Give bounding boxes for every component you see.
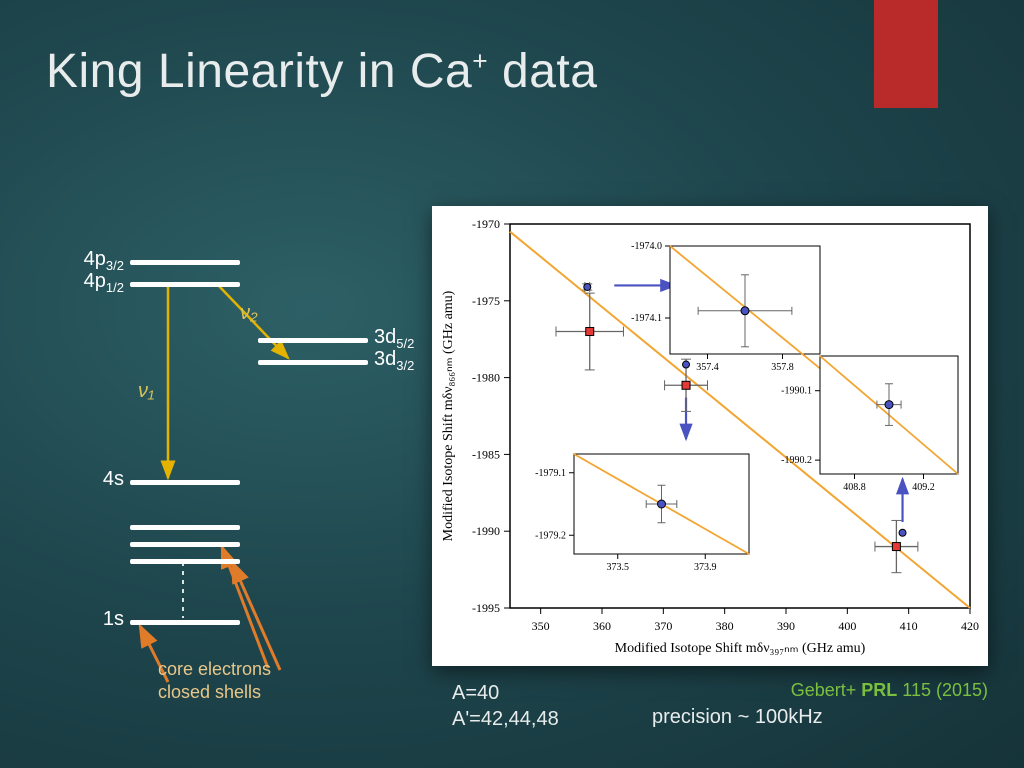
isotope-Ap: A'=42,44,48 xyxy=(452,706,559,732)
level-3d52 xyxy=(258,338,368,343)
transition-label-nu1: ν₁ xyxy=(138,380,154,403)
precision-text: precision ~ 100kHz xyxy=(652,706,823,729)
energy-level-diagram: core electrons closed shells 4p3/24p1/23… xyxy=(40,260,400,690)
svg-text:360: 360 xyxy=(593,619,611,633)
isotope-A: A=40 xyxy=(452,680,559,706)
svg-text:-1970: -1970 xyxy=(472,217,500,231)
level-4p12 xyxy=(130,282,240,287)
citation: Gebert+ PRL 115 (2015) xyxy=(791,680,988,701)
svg-text:357.8: 357.8 xyxy=(771,362,794,373)
isotope-labels: A=40 A'=42,44,48 xyxy=(452,680,559,732)
level-4p32 xyxy=(130,260,240,265)
svg-text:-1979.1: -1979.1 xyxy=(535,468,566,479)
svg-text:-1975: -1975 xyxy=(472,294,500,308)
level-3d32 xyxy=(258,360,368,365)
svg-text:357.4: 357.4 xyxy=(696,362,719,373)
svg-text:409.2: 409.2 xyxy=(912,482,935,493)
svg-text:-1980: -1980 xyxy=(472,371,500,385)
page-title: King Linearity in Ca+ data xyxy=(46,44,597,99)
transition-label-nu2: ν₂ xyxy=(240,302,258,325)
citation-suffix: 115 (2015) xyxy=(897,680,988,700)
level-label-3d32: 3d3/2 xyxy=(374,348,414,373)
level-core3 xyxy=(130,559,240,564)
diagram-svg xyxy=(40,260,400,690)
svg-text:-1990.2: -1990.2 xyxy=(781,455,812,466)
core-caption-line2: closed shells xyxy=(158,682,261,702)
king-plot: 350 360 370 380 390 400 410 420 -1995 -1990 -1985 -… xyxy=(432,206,988,666)
level-label-1s: 1s xyxy=(103,608,124,631)
level-core2 xyxy=(130,542,240,547)
level-label-4s: 4s xyxy=(103,468,124,491)
core-caption-line1: core electrons xyxy=(158,659,271,679)
svg-text:410: 410 xyxy=(900,619,918,633)
level-core1 xyxy=(130,525,240,530)
svg-text:408.8: 408.8 xyxy=(843,482,866,493)
svg-text:370: 370 xyxy=(654,619,672,633)
plot-svg: 350 360 370 380 390 400 410 420 -1995 -1990 -1985 -… xyxy=(432,206,988,666)
accent-bar xyxy=(874,0,938,108)
svg-text:420: 420 xyxy=(961,619,979,633)
citation-prefix: Gebert+ xyxy=(791,680,862,700)
level-4s xyxy=(130,480,240,485)
svg-text:-1979.2: -1979.2 xyxy=(535,530,566,541)
svg-text:-1974.1: -1974.1 xyxy=(631,313,662,324)
svg-text:373.9: 373.9 xyxy=(694,562,717,573)
svg-text:380: 380 xyxy=(716,619,734,633)
level-1s xyxy=(130,620,240,625)
svg-text:Modified Isotope Shift mδν₃₉₇ₙ: Modified Isotope Shift mδν₃₉₇ₙₘ (GHz amu… xyxy=(615,641,866,656)
citation-journal: PRL xyxy=(861,680,897,700)
svg-text:350: 350 xyxy=(532,619,550,633)
level-label-4p12: 4p1/2 xyxy=(84,270,124,295)
svg-text:390: 390 xyxy=(777,619,795,633)
svg-text:-1995: -1995 xyxy=(472,601,500,615)
svg-text:-1990: -1990 xyxy=(472,524,500,538)
svg-text:-1985: -1985 xyxy=(472,447,500,461)
svg-text:Modified Isotope Shift mδν₈₆₆ₙ: Modified Isotope Shift mδν₈₆₆ₙₘ (GHz amu… xyxy=(441,290,456,541)
svg-text:400: 400 xyxy=(838,619,856,633)
svg-text:-1990.1: -1990.1 xyxy=(781,386,812,397)
svg-text:373.5: 373.5 xyxy=(607,562,630,573)
core-electrons-caption: core electrons closed shells xyxy=(158,658,271,703)
svg-text:-1974.0: -1974.0 xyxy=(631,241,662,252)
